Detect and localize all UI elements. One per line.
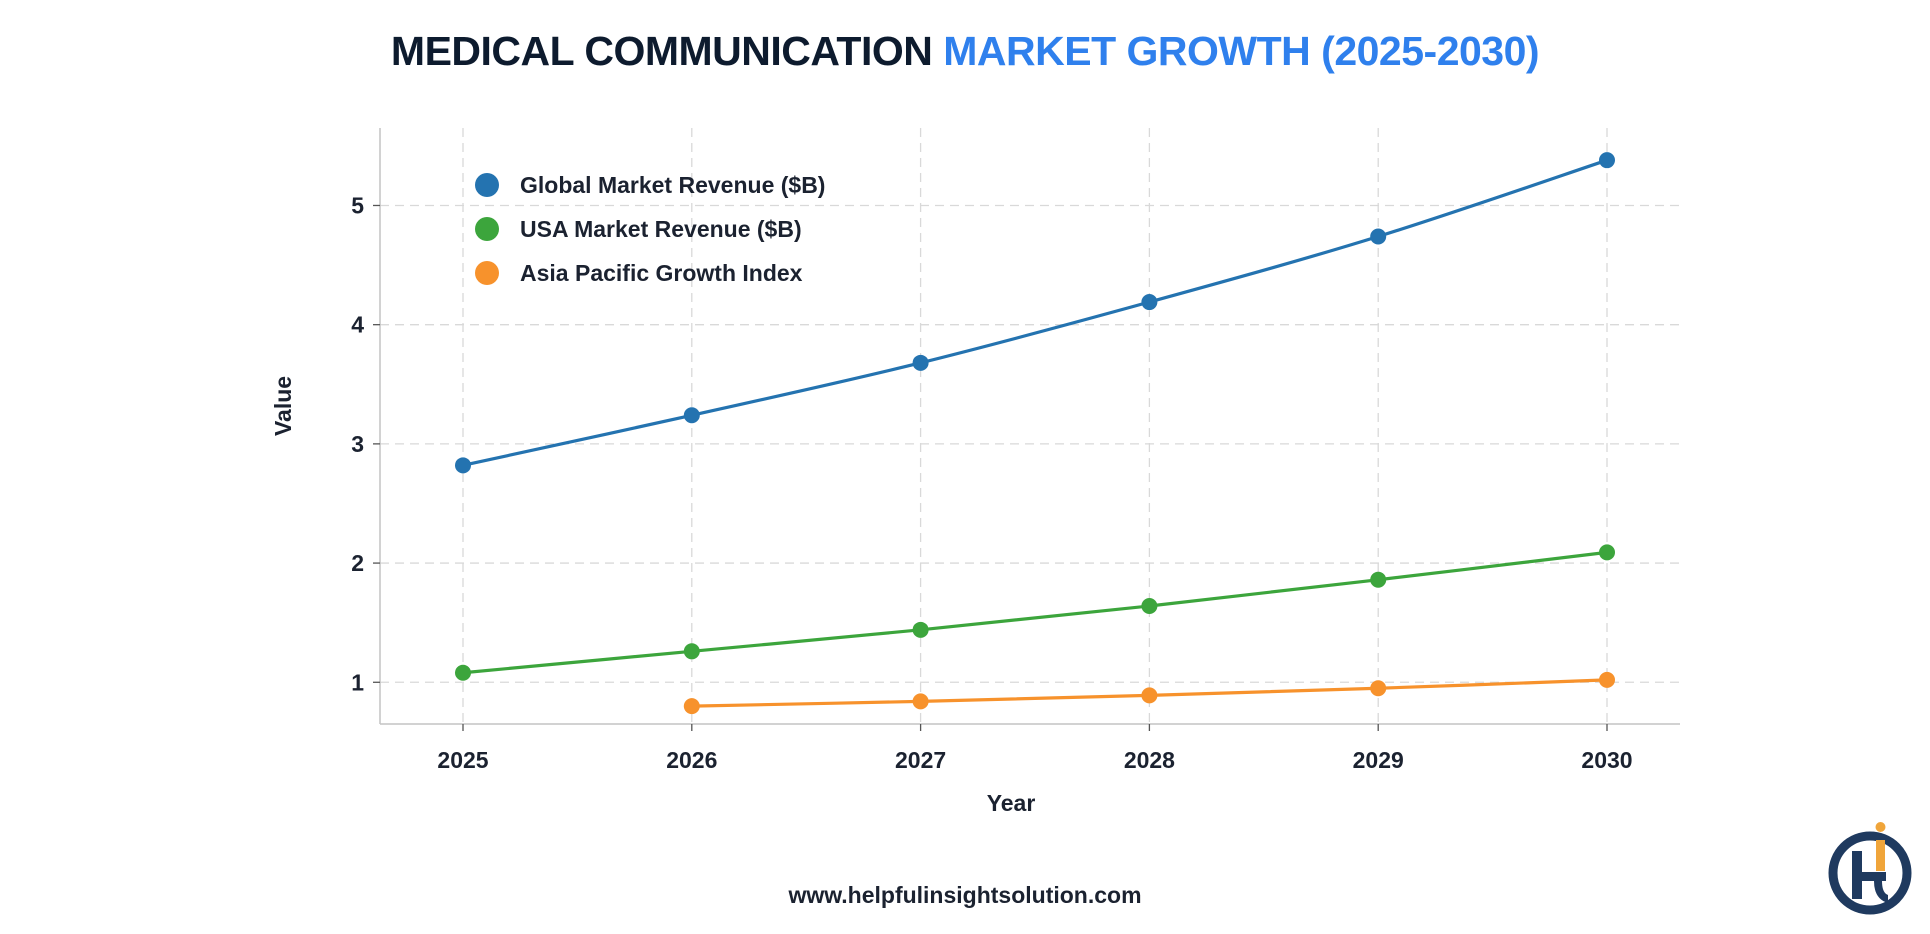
data-point	[455, 457, 471, 474]
data-point	[683, 407, 700, 424]
series-line	[461, 550, 1609, 675]
chart-axes	[379, 128, 1680, 725]
data-point	[1599, 544, 1615, 561]
x-tick-label: 2029	[1353, 747, 1404, 773]
chart-title-main: MEDICAL COMMUNICATION	[390, 28, 933, 74]
y-tick-label: 2	[351, 550, 364, 576]
data-point	[1141, 597, 1158, 614]
data-point	[1370, 680, 1387, 697]
chart-series	[455, 152, 1615, 715]
data-point	[1599, 671, 1615, 688]
data-point	[1599, 152, 1615, 169]
legend-marker	[475, 217, 499, 241]
y-axis-title: Value	[270, 376, 296, 436]
y-tick-label: 3	[351, 431, 364, 457]
chart-title-accent: MARKET GROWTH (2025-2030)	[943, 28, 1540, 74]
y-tick-label: 5	[351, 192, 364, 218]
legend-marker	[475, 173, 499, 197]
x-tick-label: 2027	[895, 747, 946, 773]
data-point	[683, 698, 700, 715]
chart-ticks: 2025 2026 2027 2028 2029 2030 1 2 3 4 5	[351, 192, 1632, 773]
x-tick-label: 2026	[666, 747, 717, 773]
x-tick-label: 2025	[437, 747, 488, 773]
data-point	[912, 621, 929, 638]
y-tick-label: 4	[351, 312, 364, 338]
legend-label: Global Market Revenue ($B)	[520, 172, 825, 198]
x-tick-label: 2030	[1581, 747, 1632, 773]
data-point	[912, 354, 929, 371]
chart-title: MEDICAL COMMUNICATION MARKET GROWTH (202…	[0, 28, 1930, 75]
data-point	[912, 693, 929, 710]
legend-label: USA Market Revenue ($B)	[520, 216, 802, 242]
website-url: www.helpfulinsightsolution.com	[788, 882, 1142, 908]
chart-grid	[380, 128, 1680, 724]
data-point	[1141, 294, 1158, 311]
chart-legend: Global Market Revenue ($B) USA Market Rev…	[475, 172, 825, 286]
x-axis-title: Year	[987, 790, 1036, 816]
data-point	[683, 643, 700, 660]
x-tick-label: 2028	[1124, 747, 1175, 773]
y-tick-label: 1	[351, 669, 364, 695]
data-point	[455, 664, 471, 681]
data-point	[1370, 571, 1387, 588]
data-point	[1370, 228, 1387, 245]
helpful-insight-logo-icon	[1828, 815, 1918, 915]
series-line	[461, 158, 1609, 467]
legend-marker	[475, 261, 499, 285]
legend-label: Asia Pacific Growth Index	[520, 260, 803, 286]
data-point	[1141, 687, 1158, 704]
